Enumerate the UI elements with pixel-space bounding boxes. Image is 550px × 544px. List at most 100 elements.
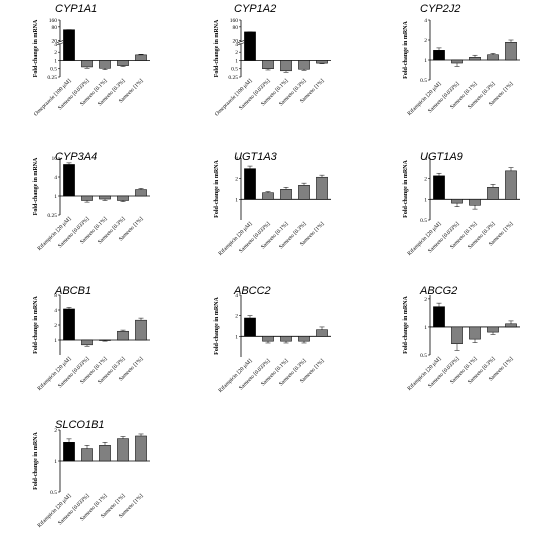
bar bbox=[81, 60, 93, 68]
y-tick-label: 20 bbox=[52, 39, 58, 45]
x-category-label: Rifampicin [20 µM] bbox=[217, 357, 254, 394]
y-axis-label: Fold-change in mRNA bbox=[403, 21, 409, 79]
bar bbox=[487, 186, 499, 200]
y-tick-label: 16 bbox=[52, 156, 58, 162]
bar bbox=[135, 189, 147, 197]
bar bbox=[451, 59, 463, 64]
chart-panel-ugt1a3: UGT1A3 Fold-change in mRNA 4 2 1 Rifampicin [… bbox=[214, 151, 331, 257]
panel-title: CYP2J2 bbox=[420, 3, 460, 15]
bar bbox=[117, 330, 129, 341]
y-tick-label: 8 bbox=[54, 293, 57, 299]
chart-panel-ugt1a9: UGT1A9 Fold-change in mRNA 4 2 1 0.5Rifampici… bbox=[403, 151, 520, 257]
bar bbox=[117, 60, 129, 66]
bar bbox=[298, 185, 310, 200]
bar bbox=[280, 60, 292, 72]
y-tick-label: 1 bbox=[54, 194, 57, 200]
bar bbox=[262, 336, 274, 342]
axis-break bbox=[57, 41, 63, 44]
y-tick-label: 0.5 bbox=[50, 490, 57, 496]
x-category-label: Rifampicin [20 µM] bbox=[406, 220, 443, 257]
chart-panel-abcb1: ABCB1 Fold-change in mRNA 8 4 2 1 Rifampicin [… bbox=[33, 285, 150, 392]
bar bbox=[99, 445, 111, 462]
chart-panel-abcc2: ABCC2 Fold-change in mRNA 4 2 1 Rifampicin [2… bbox=[214, 285, 331, 394]
y-tick-label: 0.5 bbox=[231, 67, 238, 73]
y-tick-label: 4 bbox=[54, 42, 57, 48]
bar bbox=[63, 29, 75, 61]
bar bbox=[81, 339, 93, 346]
y-axis-label: Fold-change in mRNA bbox=[403, 160, 409, 218]
y-tick-label: 1 bbox=[424, 58, 427, 64]
panel-title: CYP1A1 bbox=[55, 3, 97, 15]
y-tick-label: 2 bbox=[235, 177, 238, 183]
y-tick-label: 1 bbox=[424, 197, 427, 203]
bar bbox=[469, 199, 481, 206]
bar bbox=[99, 60, 111, 69]
y-tick-label: 2 bbox=[54, 50, 57, 56]
y-tick-label: 0.25 bbox=[47, 75, 57, 81]
bar bbox=[63, 442, 75, 462]
y-tick-label: 80 bbox=[233, 25, 239, 31]
y-tick-label: 2 bbox=[424, 38, 427, 44]
panel-title: UGT1A3 bbox=[234, 151, 278, 163]
y-axis-label: Fold-change in mRNA bbox=[33, 296, 39, 354]
chart-panel-abcg2: ABCG2 Fold-change in mRNA 2 1 0.5Rifampicin … bbox=[403, 285, 520, 392]
y-axis-label: Fold-change in mRNA bbox=[214, 160, 220, 218]
y-tick-label: 80 bbox=[52, 25, 58, 31]
bar bbox=[451, 199, 463, 204]
y-tick-label: 4 bbox=[54, 308, 57, 314]
bar bbox=[117, 195, 129, 201]
y-tick-label: 4 bbox=[424, 18, 427, 24]
bar bbox=[117, 438, 129, 462]
y-tick-label: 1 bbox=[424, 325, 427, 331]
panel-title: UGT1A9 bbox=[420, 151, 463, 163]
bar bbox=[487, 326, 499, 333]
y-tick-label: 20 bbox=[233, 39, 239, 45]
y-tick-label: 1 bbox=[235, 197, 238, 203]
bar bbox=[135, 54, 147, 61]
y-tick-label: 2 bbox=[235, 314, 238, 320]
bar bbox=[135, 435, 147, 462]
y-tick-label: 0.25 bbox=[228, 75, 238, 81]
y-tick-label: 0.5 bbox=[420, 218, 427, 224]
bar bbox=[262, 192, 274, 200]
y-axis-label: Fold-change in mRNA bbox=[403, 296, 409, 354]
y-tick-label: 1 bbox=[54, 338, 57, 344]
bar bbox=[99, 339, 111, 341]
bar bbox=[487, 54, 499, 61]
y-tick-label: 4 bbox=[54, 175, 57, 181]
y-tick-label: 4 bbox=[235, 156, 238, 162]
bar bbox=[280, 336, 292, 342]
bar bbox=[244, 317, 256, 337]
panel-title: CYP1A2 bbox=[234, 3, 276, 15]
x-category-label: Rifampicin [20 µM] bbox=[36, 215, 73, 252]
bar bbox=[505, 323, 517, 328]
bar bbox=[81, 448, 93, 462]
y-tick-label: 0.5 bbox=[420, 353, 427, 359]
bar bbox=[135, 319, 147, 341]
bar bbox=[433, 306, 445, 328]
panel-title: ABCC2 bbox=[233, 285, 271, 297]
bar bbox=[433, 50, 445, 61]
bar bbox=[316, 329, 328, 337]
y-tick-label: 1 bbox=[54, 459, 57, 465]
bar bbox=[280, 189, 292, 200]
y-tick-label: 4 bbox=[235, 42, 238, 48]
bar bbox=[469, 56, 481, 61]
y-tick-label: 2 bbox=[54, 428, 57, 434]
axis-break-mark bbox=[56, 40, 64, 43]
panel-title: SLCO1B1 bbox=[55, 419, 105, 431]
x-category-label: Rifampicin [20 µM] bbox=[406, 355, 443, 392]
bar bbox=[63, 164, 75, 197]
y-tick-label: 2 bbox=[54, 323, 57, 329]
y-tick-label: 2 bbox=[235, 50, 238, 56]
bar bbox=[244, 31, 256, 61]
axis-break-mark bbox=[237, 40, 245, 43]
chart-panel-cyp3a4: CYP3A4 Fold-change in mRNA 16 4 1 0.25Rifampi… bbox=[33, 151, 150, 252]
y-axis-label: Fold-change in mRNA bbox=[33, 157, 39, 215]
y-tick-label: 160 bbox=[230, 18, 239, 24]
y-axis-label: Fold-change in mRNA bbox=[214, 19, 220, 77]
bar bbox=[298, 60, 310, 70]
